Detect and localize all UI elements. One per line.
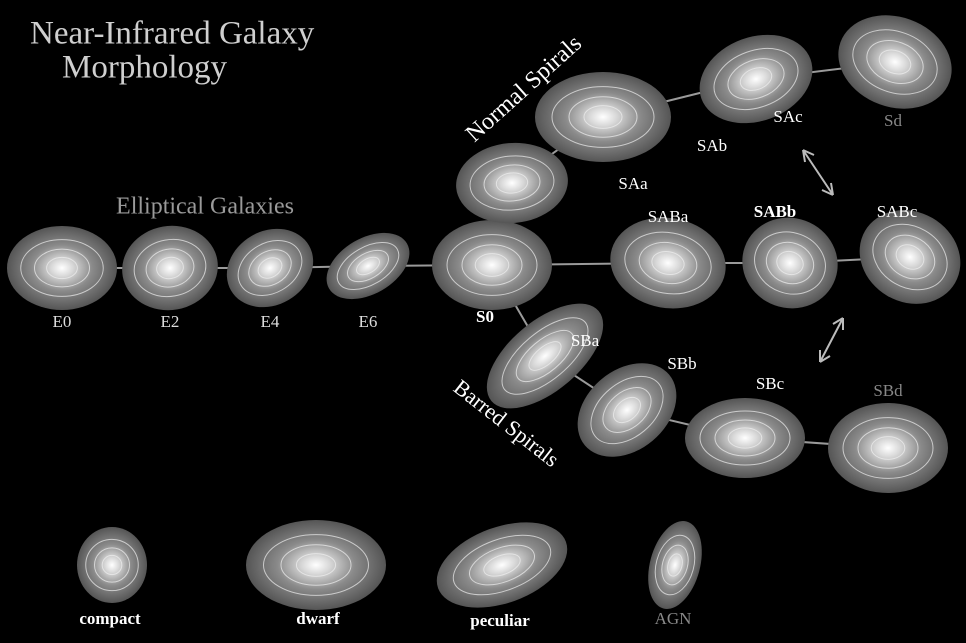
galaxy-body — [432, 220, 552, 310]
galaxy-label: SABa — [648, 207, 689, 226]
galaxy — [535, 72, 671, 162]
galaxy-label: SBc — [756, 374, 785, 393]
group-label: Elliptical Galaxies — [116, 194, 294, 220]
title-line: Morphology — [62, 50, 228, 86]
galaxy — [7, 226, 117, 310]
galaxy — [828, 403, 948, 493]
title-line: Near-Infrared Galaxy — [30, 16, 315, 52]
galaxy-label: SBb — [667, 354, 696, 373]
galaxy-label: peculiar — [470, 611, 530, 630]
galaxy-label: SABc — [877, 202, 918, 221]
galaxy — [432, 220, 552, 310]
galaxy-label: dwarf — [296, 609, 340, 628]
galaxy-label: E6 — [359, 312, 378, 331]
galaxy-label: SAa — [618, 174, 648, 193]
galaxy-label: SBa — [571, 331, 600, 350]
diagram: Near-Infrared Galaxy Morphology Elliptic… — [0, 0, 966, 643]
galaxy-label: Sd — [884, 111, 902, 130]
galaxy-label: SAc — [773, 107, 803, 126]
galaxy-label: S0 — [476, 307, 494, 326]
galaxy-label: SAb — [697, 136, 727, 155]
galaxy-label: AGN — [655, 609, 692, 628]
galaxy-body — [685, 398, 805, 478]
galaxy-label: E2 — [161, 312, 180, 331]
galaxy-body — [246, 520, 386, 610]
galaxy — [246, 520, 386, 610]
galaxy-body — [7, 226, 117, 310]
galaxy — [685, 398, 805, 478]
galaxy-body — [535, 72, 671, 162]
galaxy-body — [77, 527, 147, 603]
galaxy-label: E4 — [261, 312, 280, 331]
galaxy-label: compact — [79, 609, 141, 628]
galaxy — [77, 527, 147, 603]
galaxy-label: SBd — [873, 381, 903, 400]
galaxy-label: SABb — [754, 202, 797, 221]
galaxy-body — [828, 403, 948, 493]
galaxy-label: E0 — [53, 312, 72, 331]
